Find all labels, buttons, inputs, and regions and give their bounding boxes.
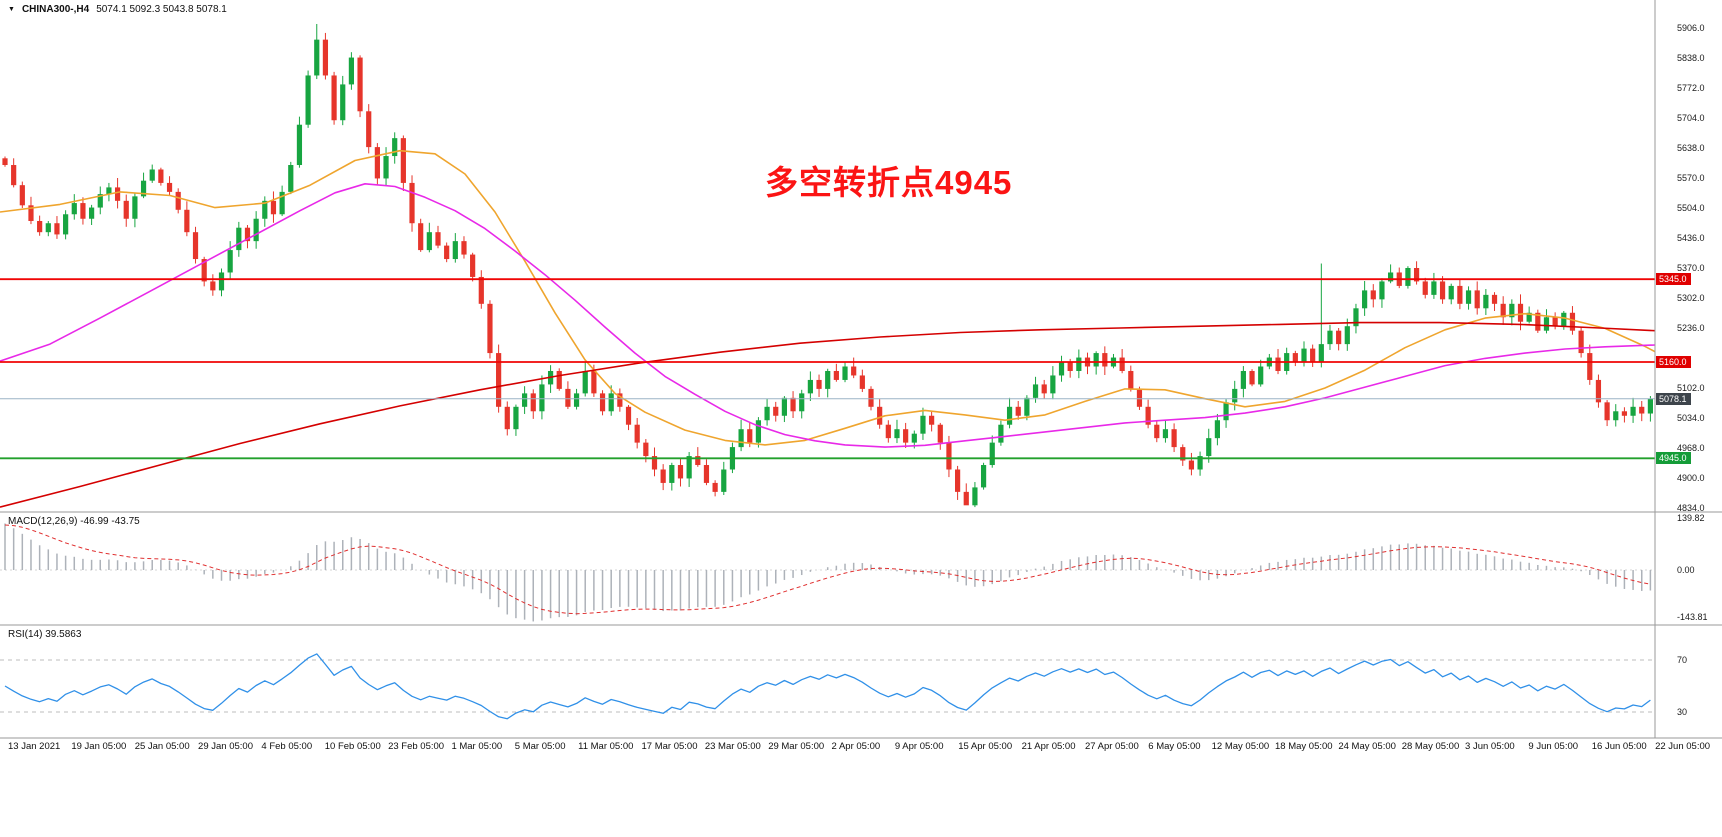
price-marker: 5160.0 <box>1656 356 1691 369</box>
date-axis-label: 11 Mar 05:00 <box>578 741 634 752</box>
date-axis-label: 23 Mar 05:00 <box>704 741 761 752</box>
price-axis-label: 5772.0 <box>1677 82 1705 93</box>
rsi-indicator-label: RSI(14) 39.5863 <box>8 629 82 640</box>
macd-axis-label: 0.00 <box>1677 565 1695 575</box>
price-marker: 4945.0 <box>1656 452 1691 465</box>
macd-axis-label: 139.82 <box>1677 512 1705 523</box>
date-axis-label: 22 Jun 05:00 <box>1655 741 1711 752</box>
price-axis-label: 5570.0 <box>1677 173 1705 184</box>
date-axis-label: 28 May 05:00 <box>1401 741 1460 752</box>
date-axis-label: 9 Apr 05:00 <box>894 741 944 752</box>
macd-axis-label: -143.81 <box>1677 612 1708 622</box>
price-axis-label: 4900.0 <box>1677 473 1705 484</box>
price-axis-label: 5302.0 <box>1677 293 1705 304</box>
date-axis-label: 29 Mar 05:00 <box>768 741 825 752</box>
rsi-axis-label: 30 <box>1677 707 1688 717</box>
date-axis-label: 6 May 05:00 <box>1148 741 1201 752</box>
price-axis-label: 5102.0 <box>1677 382 1705 393</box>
price-axis-label: 4834.0 <box>1677 502 1705 513</box>
date-axis-label: 15 Apr 05:00 <box>958 741 1013 752</box>
date-axis-label: 1 Mar 05:00 <box>451 741 503 752</box>
date-axis-label: 4 Feb 05:00 <box>261 741 313 752</box>
date-axis-label: 17 Mar 05:00 <box>641 741 698 752</box>
price-axis-label: 5236.0 <box>1677 322 1705 333</box>
price-axis-label: 5034.0 <box>1677 413 1705 424</box>
date-axis-label: 13 Jan 2021 <box>8 741 61 752</box>
symbol-ohlc-values: 5074.1 5092.3 5043.8 5078.1 <box>96 4 227 15</box>
date-axis-label: 27 Apr 05:00 <box>1084 741 1139 752</box>
price-axis-label: 5436.0 <box>1677 233 1705 244</box>
macd-indicator-label: MACD(12,26,9) -46.99 -43.75 <box>8 516 140 527</box>
annotation-text: 多空转折点4945 <box>765 164 1013 201</box>
price-axis-label: 5704.0 <box>1677 113 1705 124</box>
date-axis-label: 12 May 05:00 <box>1211 741 1270 752</box>
date-axis-label: 16 Jun 05:00 <box>1591 741 1647 752</box>
price-axis-label: 4968.0 <box>1677 442 1705 453</box>
date-axis-label: 23 Feb 05:00 <box>388 741 445 752</box>
price-marker: 5078.1 <box>1656 392 1691 405</box>
date-axis-label: 10 Feb 05:00 <box>324 741 381 752</box>
price-axis-label: 5638.0 <box>1677 142 1705 153</box>
date-axis-label: 25 Jan 05:00 <box>134 741 190 752</box>
price-marker: 5345.0 <box>1656 273 1691 286</box>
price-axis-label: 5906.0 <box>1677 23 1705 33</box>
price-axis-label: 5838.0 <box>1677 53 1705 64</box>
date-axis-label: 29 Jan 05:00 <box>198 741 253 752</box>
date-axis-label: 2 Apr 05:00 <box>831 741 881 752</box>
date-axis-label: 21 Apr 05:00 <box>1021 741 1076 752</box>
symbol-title: CHINA300-,H4 <box>21 4 90 15</box>
date-axis-label: 24 May 05:00 <box>1338 741 1396 752</box>
date-axis-label: 9 Jun 05:00 <box>1528 741 1579 752</box>
date-axis-label: 3 Jun 05:00 <box>1465 741 1515 752</box>
price-axis-label: 5370.0 <box>1677 262 1705 273</box>
date-axis-label: 19 Jan 05:00 <box>71 741 127 752</box>
symbol-marker-icon: ▼ <box>8 5 15 13</box>
date-axis-label: 18 May 05:00 <box>1275 741 1333 752</box>
rsi-axis-label: 70 <box>1677 655 1688 665</box>
price-axis-label: 5504.0 <box>1677 202 1705 213</box>
date-axis-label: 5 Mar 05:00 <box>514 741 566 752</box>
symbol-header: ▼ CHINA300-,H4 5074.1 5092.3 5043.8 5078… <box>8 4 227 15</box>
